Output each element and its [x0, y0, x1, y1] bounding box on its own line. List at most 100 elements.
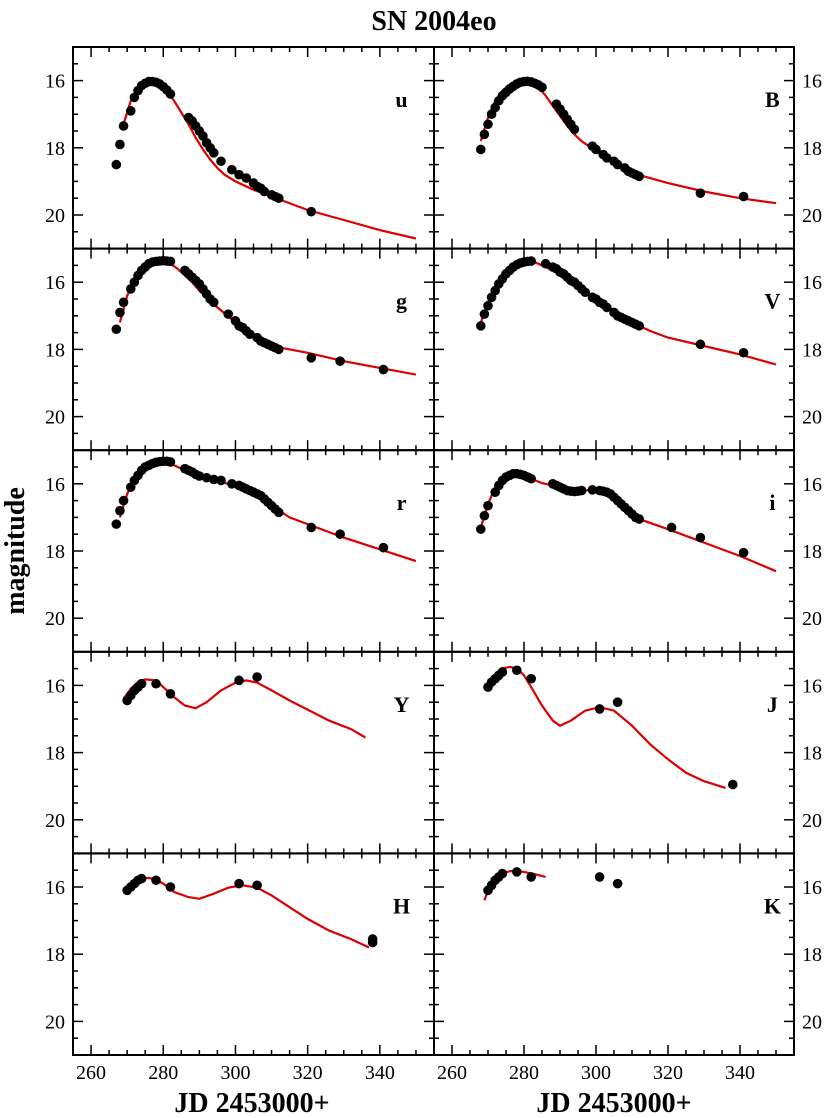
y-tick-label: 20	[45, 205, 65, 227]
x-axis-label-left: JD 2453000+	[174, 1088, 329, 1118]
model-curve-B	[479, 79, 777, 205]
data-point	[259, 186, 270, 197]
data-point	[223, 309, 234, 319]
data-point	[136, 873, 147, 884]
data-point	[378, 542, 389, 553]
data-point	[594, 872, 605, 882]
x-tick-label: 260	[437, 1062, 467, 1084]
data-point	[273, 193, 284, 203]
chart-title: SN 2004eo	[371, 6, 496, 37]
data-point	[512, 867, 522, 877]
data-point	[587, 485, 598, 495]
data-point	[165, 89, 176, 99]
data-point	[208, 148, 219, 158]
y-tick-label: 16	[45, 877, 65, 899]
panel-V: 16 18 20 V	[433, 247, 822, 452]
data-point	[526, 872, 536, 882]
data-point	[151, 875, 161, 886]
panel-label-Y: Y	[394, 692, 410, 717]
data-point	[479, 129, 490, 140]
y-tick-label: 18	[802, 944, 822, 966]
y-axis-label: magnitude	[0, 487, 31, 615]
data-point	[537, 82, 547, 93]
data-point	[378, 364, 389, 375]
y-tick-label: 18	[802, 743, 822, 765]
data-point	[335, 529, 345, 539]
x-tick-label: 300	[220, 1062, 250, 1084]
data-point	[306, 206, 317, 217]
data-point	[216, 475, 226, 486]
data-point	[252, 672, 262, 682]
data-point	[194, 471, 205, 481]
y-tick-label: 18	[45, 339, 65, 361]
data-point	[273, 344, 284, 355]
model-curve-u	[122, 80, 417, 240]
data-point	[602, 302, 612, 313]
data-point	[612, 159, 623, 170]
data-point	[576, 485, 587, 496]
y-tick-label: 20	[802, 608, 822, 630]
y-tick-label: 20	[802, 810, 822, 832]
data-point	[580, 287, 590, 298]
y-tick-label: 20	[45, 810, 65, 832]
data-point	[476, 144, 486, 155]
data-point	[479, 510, 490, 521]
data-point	[208, 474, 219, 485]
data-point	[602, 153, 612, 163]
data-point	[273, 507, 284, 518]
data-point	[252, 880, 262, 891]
y-tick-label: 20	[45, 407, 65, 429]
y-tick-label: 18	[802, 138, 822, 160]
data-point	[118, 495, 129, 506]
data-point	[227, 479, 237, 489]
panel-frame	[72, 247, 435, 452]
data-point	[594, 704, 605, 714]
data-point	[234, 169, 244, 180]
data-point	[227, 164, 237, 175]
data-point	[695, 532, 706, 543]
x-tick-label: 340	[365, 1062, 395, 1084]
data-point	[118, 121, 129, 131]
panel-K: 16 18 20 260 280 300 320 340 K	[433, 852, 822, 1084]
model-curve-r	[118, 460, 417, 563]
panel-r: 16 18 20 r	[45, 449, 435, 653]
data-point	[540, 258, 551, 269]
y-tick-label: 18	[802, 339, 822, 361]
data-point	[165, 882, 176, 892]
y-tick-label: 18	[45, 743, 65, 765]
panel-label-J: J	[767, 692, 778, 717]
panel-i: 16 18 20 i	[433, 449, 822, 653]
data-point	[738, 191, 749, 202]
data-point	[569, 124, 580, 135]
panel-J: 16 18 20 J	[433, 650, 822, 855]
x-tick-label: 320	[653, 1062, 683, 1084]
data-point	[335, 356, 345, 366]
data-point	[241, 173, 252, 183]
y-tick-label: 16	[802, 272, 822, 294]
data-point	[136, 678, 147, 689]
data-point	[738, 347, 749, 358]
y-tick-label: 16	[802, 474, 822, 496]
y-tick-label: 20	[802, 1011, 822, 1033]
data-point	[216, 156, 226, 167]
panel-frame	[72, 449, 435, 653]
data-point	[695, 188, 706, 198]
data-point	[234, 878, 244, 889]
x-tick-label: 340	[725, 1062, 755, 1084]
data-point	[118, 297, 129, 308]
data-point	[125, 106, 136, 116]
data-point	[634, 171, 644, 182]
data-point	[201, 472, 212, 483]
data-point	[234, 675, 244, 686]
data-point	[165, 457, 176, 467]
data-point	[111, 324, 122, 335]
data-point	[526, 673, 536, 684]
data-point	[115, 505, 125, 516]
data-point	[497, 667, 508, 677]
panel-label-B: B	[765, 87, 780, 112]
data-point	[245, 329, 255, 340]
data-point	[666, 522, 677, 533]
data-point	[151, 678, 161, 689]
model-curve-g	[118, 259, 417, 376]
